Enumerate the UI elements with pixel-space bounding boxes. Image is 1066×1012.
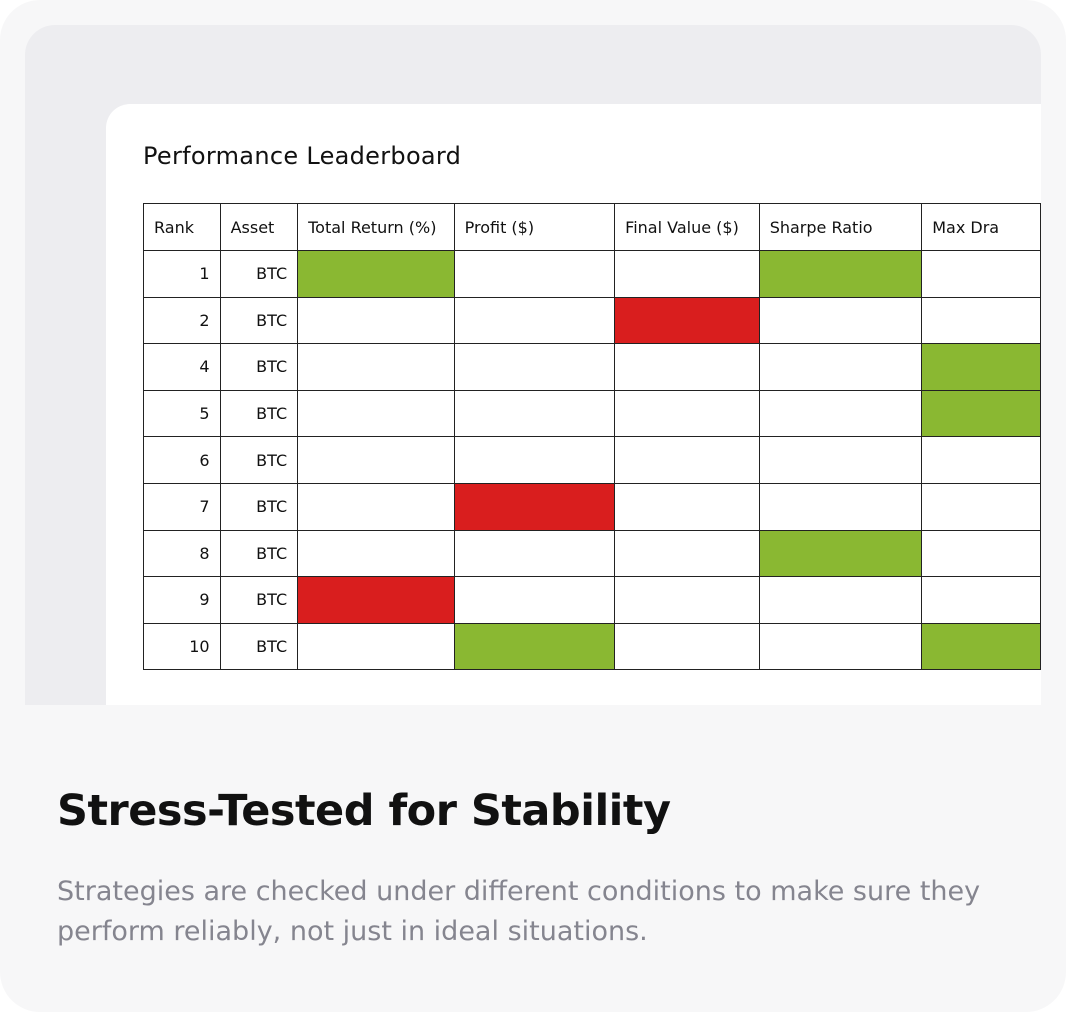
- asset-cell: BTC: [219, 436, 299, 484]
- rank-cell: 1: [143, 250, 221, 298]
- rank-cell: 8: [143, 529, 221, 578]
- metric-cell: [614, 482, 760, 531]
- table-row: 5 BTC: [143, 389, 1041, 438]
- metric-cell: [921, 343, 1041, 391]
- metric-cell: [758, 482, 923, 531]
- metric-cell: [453, 576, 616, 624]
- metric-cell: [758, 389, 923, 438]
- header-cell: Sharpe Ratio: [758, 203, 923, 251]
- rank-cell: 6: [143, 436, 221, 484]
- metric-cell: [921, 389, 1041, 438]
- metric-cell: [297, 389, 455, 438]
- asset-cell: BTC: [219, 296, 299, 345]
- rank-cell: 7: [143, 482, 221, 531]
- metric-cell: [614, 343, 760, 391]
- header-cell: Rank: [143, 203, 221, 251]
- description: Strategies are checked under different c…: [57, 876, 981, 947]
- metric-cell: [758, 576, 923, 624]
- rank-cell: 5: [143, 389, 221, 438]
- leaderboard-panel: Performance Leaderboard Rank Asset Total R…: [106, 104, 1041, 705]
- metric-cell: [758, 436, 923, 484]
- metric-cell: [758, 529, 923, 578]
- metric-cell: [614, 250, 760, 298]
- rank-cell: 9: [143, 576, 221, 624]
- metric-cell: [297, 296, 455, 345]
- table-row: 4 BTC: [143, 343, 1041, 391]
- rank-cell: 4: [143, 343, 221, 391]
- table-row: 8 BTC: [143, 529, 1041, 578]
- metric-cell: [921, 436, 1041, 484]
- metric-cell: [921, 622, 1041, 671]
- metric-cell: [758, 250, 923, 298]
- preview-area: Performance Leaderboard Rank Asset Total R…: [25, 25, 1041, 705]
- heading: Stress-Tested for Stability: [57, 786, 671, 836]
- metric-cell: [921, 296, 1041, 345]
- leaderboard-table: Rank Asset Total Return (%) Profit ($) Final…: [143, 203, 1041, 671]
- panel-title: Performance Leaderboard: [143, 142, 462, 170]
- metric-cell: [758, 343, 923, 391]
- metric-cell: [921, 482, 1041, 531]
- metric-cell: [297, 576, 455, 624]
- metric-cell: [921, 250, 1041, 298]
- metric-cell: [614, 529, 760, 578]
- metric-cell: [453, 529, 616, 578]
- metric-cell: [453, 482, 616, 531]
- metric-cell: [614, 576, 760, 624]
- metric-cell: [453, 622, 616, 671]
- header-cell: Final Value ($): [614, 203, 760, 251]
- asset-cell: BTC: [219, 343, 299, 391]
- asset-cell: BTC: [219, 529, 299, 578]
- metric-cell: [453, 436, 616, 484]
- metric-cell: [297, 529, 455, 578]
- rank-cell: 2: [143, 296, 221, 345]
- asset-cell: BTC: [219, 250, 299, 298]
- header-cell: Profit ($): [453, 203, 616, 251]
- metric-cell: [453, 389, 616, 438]
- metric-cell: [297, 622, 455, 671]
- metric-cell: [297, 343, 455, 391]
- metric-cell: [921, 576, 1041, 624]
- table-row: 6 BTC: [143, 436, 1041, 484]
- metric-cell: [453, 250, 616, 298]
- metric-cell: [921, 529, 1041, 578]
- metric-cell: [614, 389, 760, 438]
- table-row: 9 BTC: [143, 576, 1041, 624]
- metric-cell: [297, 250, 455, 298]
- metric-cell: [297, 436, 455, 484]
- asset-cell: BTC: [219, 482, 299, 531]
- rank-cell: 10: [143, 622, 221, 671]
- table-row: 1 BTC: [143, 250, 1041, 298]
- table-row: 7 BTC: [143, 482, 1041, 531]
- header-cell: Asset: [219, 203, 299, 251]
- asset-cell: BTC: [219, 389, 299, 438]
- metric-cell: [453, 343, 616, 391]
- table-row: 10 BTC: [143, 622, 1041, 671]
- asset-cell: BTC: [219, 622, 299, 671]
- metric-cell: [614, 622, 760, 671]
- metric-cell: [614, 436, 760, 484]
- header-cell: Max Dra: [921, 203, 1041, 251]
- metric-cell: [614, 296, 760, 345]
- header-row: Rank Asset Total Return (%) Profit ($) Final…: [143, 203, 1041, 251]
- table-row: 2 BTC: [143, 296, 1041, 345]
- metric-cell: [297, 482, 455, 531]
- metric-cell: [758, 296, 923, 345]
- asset-cell: BTC: [219, 576, 299, 624]
- metric-cell: [453, 296, 616, 345]
- header-cell: Total Return (%): [297, 203, 455, 251]
- metric-cell: [758, 622, 923, 671]
